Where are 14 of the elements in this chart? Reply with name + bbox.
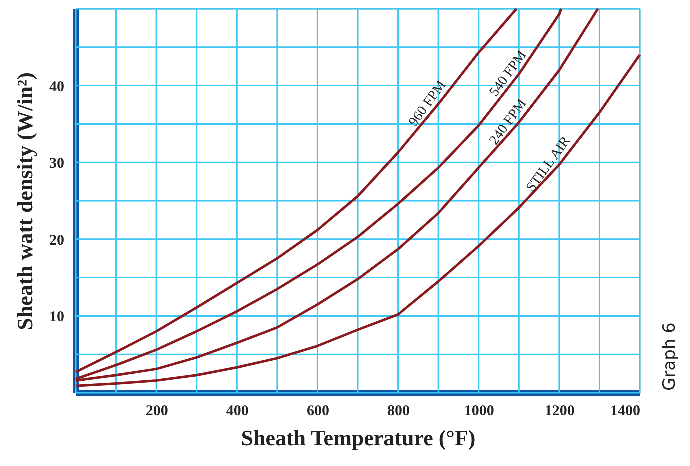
x-tick-label: 1200 <box>544 404 575 420</box>
x-tick-label: 200 <box>146 404 168 420</box>
caption: Graph 6 <box>660 322 680 391</box>
y-axis-title: Sheath watt density (W/in²) <box>12 72 38 330</box>
y-tick-label: 40 <box>50 79 64 96</box>
x-tick-label: 800 <box>388 404 410 420</box>
y-tick-label: 10 <box>50 310 64 326</box>
y-tick-label: 20 <box>50 232 64 249</box>
y-tick-label: 30 <box>50 156 64 172</box>
x-tick-label: 400 <box>226 404 249 420</box>
x-tick-label: 1400 <box>610 404 640 420</box>
x-axis-title: Sheath Temperature (°F) <box>241 426 476 450</box>
x-tick-label: 1000 <box>464 404 494 420</box>
x-tick-label: 600 <box>306 404 330 420</box>
